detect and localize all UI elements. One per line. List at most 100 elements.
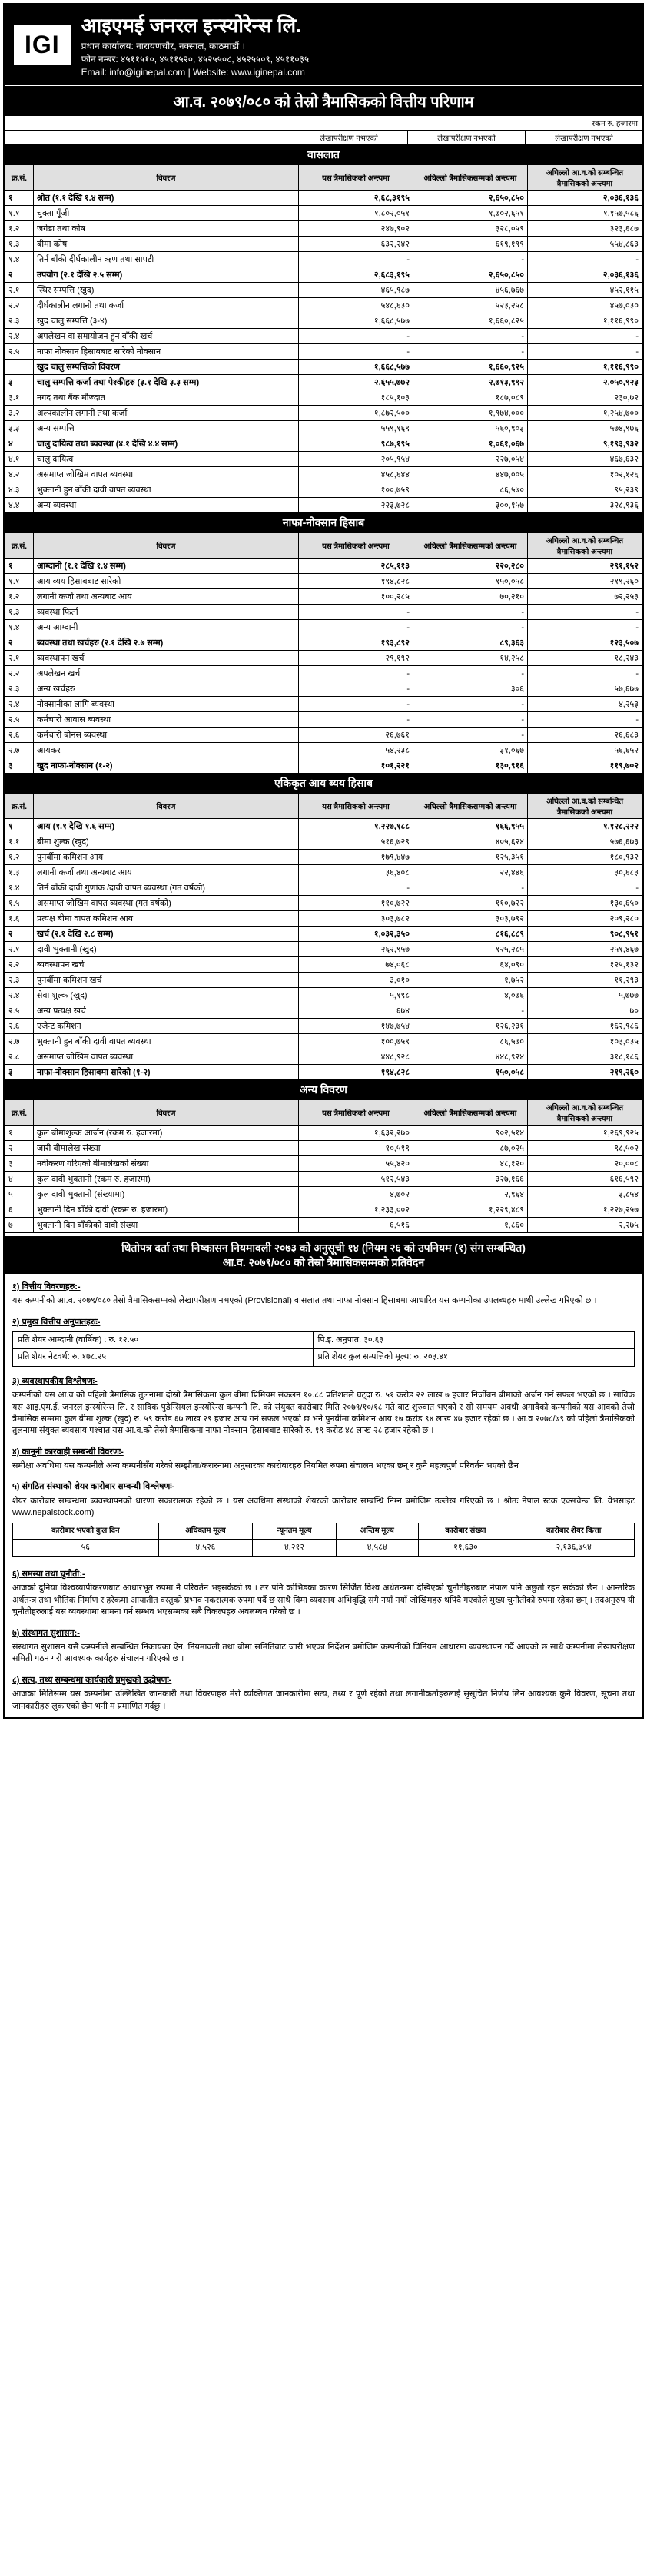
val-cell: २५१,४६७ [528, 942, 642, 957]
col-header: यस त्रैमासिकको अन्त्यमा [299, 794, 413, 819]
val-cell: १२५,२८५ [413, 942, 528, 957]
desc-cell: पुनर्बीमा कमिशन आय [34, 850, 299, 865]
val-cell: १,८७२,५०० [299, 406, 413, 421]
income-expense-table: क्र.सं.विवरणयस त्रैमासिकको अन्त्यमाअघिल्… [5, 793, 642, 1080]
val-cell: १४,२५८ [413, 651, 528, 666]
market-cell: ५६ [13, 1539, 159, 1556]
val-cell: ४८,१२० [413, 1156, 528, 1172]
val-cell: ७०,२१० [413, 589, 528, 605]
desc-cell: खुद चालु सम्पत्तिको विवरण [34, 360, 299, 375]
market-header: कारोबार भएको कुल दिन [13, 1523, 159, 1539]
table-row: २.३खुद चालु सम्पत्ति (३-४)१,६६८,५७७१,६६०… [5, 313, 642, 329]
desc-cell: अपलेखन खर्च [34, 666, 299, 681]
val-cell: ८६,५७० [413, 482, 528, 498]
section-legal: ४) कानूनी कारवाही सम्बन्धी विवरणः- समीक्… [5, 1442, 642, 1477]
sn-cell: २ [5, 1141, 34, 1156]
fin-title: १) वित्तीय विवरणहरु:- [12, 1281, 635, 1293]
val-cell: ११,२९३ [528, 973, 642, 988]
desc-cell: आयकर [34, 743, 299, 758]
val-cell: ४,२५३ [528, 697, 642, 712]
val-cell: - [299, 605, 413, 620]
val-cell: १५०,०५८ [413, 574, 528, 589]
sn-cell: २.५ [5, 1003, 34, 1019]
val-cell: ८१६,८८९ [413, 927, 528, 942]
sn-cell: १.३ [5, 865, 34, 880]
val-cell: १,८६० [413, 1218, 528, 1233]
section-governance: ७) संस्थागत सुशासन:- संस्थागत सुशासन यसै… [5, 1623, 642, 1670]
table-row: ३चालु सम्पत्ति कर्जा तथा पेश्कीहरु (३.१ … [5, 375, 642, 390]
desc-cell: भुक्तानी दिन बाँकीको दावी संख्या [34, 1218, 299, 1233]
val-cell: ५५४,८६३ [528, 237, 642, 252]
val-cell: २६२,९५७ [299, 942, 413, 957]
audit-col3: लेखापरीक्षण नभएको [525, 131, 642, 144]
desc-cell: बीमा कोष [34, 237, 299, 252]
val-cell: १७९,४४७ [299, 850, 413, 865]
val-cell: ६३२,२४२ [299, 237, 413, 252]
section-mgmt: ३) ब्यवस्थापकीय विश्लेषणः- कम्पनीको यस आ… [5, 1371, 642, 1442]
table-row: ४.४अन्य ब्यवस्था२२३,७२८३००,१५७३२८,९३६ [5, 498, 642, 513]
val-cell: १,७५२ [413, 973, 528, 988]
val-cell: - [413, 1003, 528, 1019]
desc-cell: चालु दायित्व [34, 452, 299, 467]
val-cell: १५०,०५८ [413, 1065, 528, 1080]
val-cell: ५६०,९०३ [413, 421, 528, 436]
market-header: कारोबार शेयर कित्ता [513, 1523, 635, 1539]
val-cell: १,२३३,००२ [299, 1202, 413, 1218]
sn-cell: २.१ [5, 283, 34, 298]
val-cell: - [528, 329, 642, 344]
desc-cell: प्रत्यक्ष बीमा वापत कमिशन आय [34, 911, 299, 927]
sn-cell: ४ [5, 436, 34, 452]
table-row: खुद चालु सम्पत्तिको विवरण१,६६८,५७७१,६६०,… [5, 360, 642, 375]
true-text: आजका मितिसम्म यस कम्पनीमा उल्लिखित जानका… [12, 1689, 635, 1712]
table-row: २.५अन्य प्रत्यक्ष खर्च६७४-७० [5, 1003, 642, 1019]
table-row: १.२जगेडा तथा कोष२४७,९०२३२८,०५९३२३,६८७ [5, 221, 642, 237]
val-cell: ६१९,१९९ [413, 237, 528, 252]
val-cell: २८५,११३ [299, 559, 413, 574]
val-cell: ५४,२३८ [299, 743, 413, 758]
table-row: २.४नोक्सानीका लागि ब्यवस्था--४,२५३ [5, 697, 642, 712]
sn-cell: ४.४ [5, 498, 34, 513]
table-row: २.७आयकर५४,२३८३१,०६७५६,६५२ [5, 743, 642, 758]
sn-cell: १.२ [5, 221, 34, 237]
market-header: अधिक्तम मूल्य [158, 1523, 253, 1539]
pe-cell: पि.इ. अनुपात: ३०.६३ [313, 1331, 635, 1348]
sn-cell: ४ [5, 1172, 34, 1187]
table-row: २.१स्थिर सम्पत्ति (खुद)४६५,९८७४५६,७६७४५२… [5, 283, 642, 298]
val-cell: १९३,८९२ [299, 635, 413, 651]
val-cell: ३२८,०५९ [413, 221, 528, 237]
val-cell: ५,१९८ [299, 988, 413, 1003]
sn-cell: ३ [5, 375, 34, 390]
table-row: ३.१नगद तथा बैंक मौज्दात१८५,१०३१८७,०८९२३०… [5, 390, 642, 406]
val-cell: २९१,१५२ [528, 559, 642, 574]
val-cell: - [299, 880, 413, 896]
val-cell: ४५८,६४४ [299, 467, 413, 482]
sn-cell: १.४ [5, 252, 34, 267]
val-cell: ४५२,११५ [528, 283, 642, 298]
val-cell: ९८७,१९५ [299, 436, 413, 452]
val-cell: १००,७५९ [299, 1034, 413, 1049]
sn-cell: ३.१ [5, 390, 34, 406]
val-cell: २६,६८३ [528, 728, 642, 743]
asset-cell: प्रति शेयर कुल सम्पत्तिको मूल्य: रु. २०३… [313, 1349, 635, 1366]
sn-cell: १.१ [5, 834, 34, 850]
sn-cell: २.३ [5, 313, 34, 329]
section-financial: १) वित्तीय विवरणहरु:- यस कम्पनीको आ.व. २… [5, 1277, 642, 1312]
desc-cell: कुल बीमाशुल्क आर्जन (रकम रु. हजारमा) [34, 1126, 299, 1141]
val-cell: ३६,४०८ [299, 865, 413, 880]
val-cell: १६२,९८६ [528, 1019, 642, 1034]
col-header: अघिल्लो त्रैमासिकसम्मको अन्त्यमा [413, 1100, 528, 1126]
val-cell: १९४,८२८ [299, 1065, 413, 1080]
val-cell: १००,२८५ [299, 589, 413, 605]
table-row: १.६प्रत्यक्ष बीमा वापत कमिशन आय३०३,७८२३०… [5, 911, 642, 927]
col-header: अघिल्लो त्रैमासिकसम्मको अन्त्यमा [413, 165, 528, 191]
table-row: २.१दावी भुक्तानी (खुद)२६२,९५७१२५,२८५२५१,… [5, 942, 642, 957]
val-cell: १२५,१३२ [528, 957, 642, 973]
val-cell: १,२२७,१८८ [299, 819, 413, 834]
col-header: यस त्रैमासिकको अन्त्यमा [299, 165, 413, 191]
val-cell: ४०५,६२४ [413, 834, 528, 850]
val-cell: ३१,०६७ [413, 743, 528, 758]
val-cell: ५७,६७७ [528, 681, 642, 697]
val-cell: ३०,६८३ [528, 865, 642, 880]
table-row: २ब्यवस्था तथा खर्चहरु (२.१ देखि २.७ सम्म… [5, 635, 642, 651]
sn-cell: २.६ [5, 1019, 34, 1034]
